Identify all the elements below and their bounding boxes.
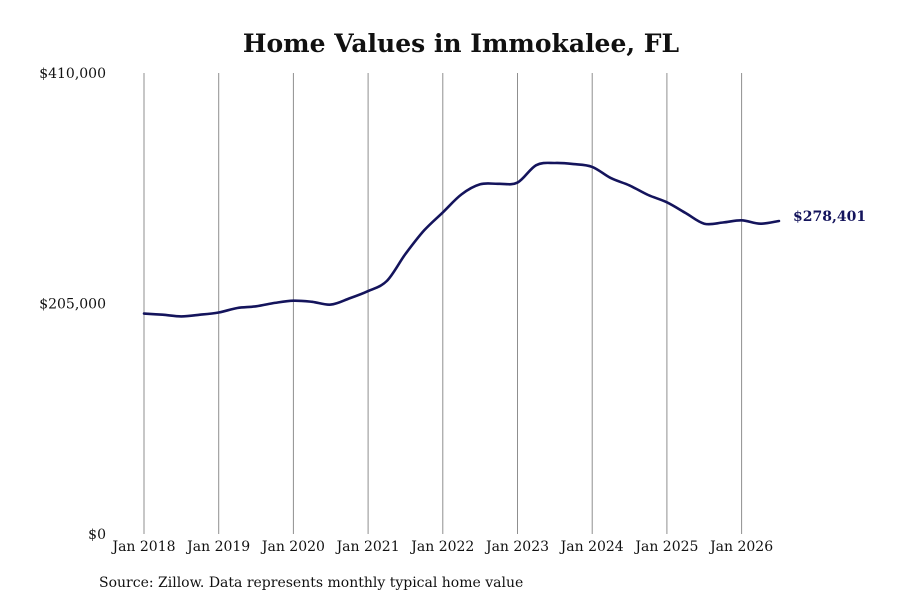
data-point	[255, 305, 257, 307]
data-point	[610, 177, 612, 179]
y-axis-ticks: $0 $205,000 $410,000	[39, 66, 106, 543]
data-point	[535, 164, 537, 166]
x-axis-ticks: Jan 2018 Jan 2019 Jan 2020 Jan 2021 Jan 2022…	[110, 539, 773, 555]
data-point	[404, 253, 406, 255]
data-point	[218, 311, 220, 313]
x-tick-label: Jan 2024	[559, 539, 624, 555]
data-point	[722, 221, 724, 223]
data-point	[180, 315, 182, 317]
data-point	[348, 297, 350, 299]
x-tick-label: Jan 2018	[110, 539, 175, 555]
data-point	[423, 229, 425, 231]
chart-title: Home Values in Immokalee, FL	[243, 29, 680, 58]
data-point	[647, 194, 649, 196]
data-point	[311, 301, 313, 303]
data-point	[199, 314, 201, 316]
data-point	[759, 223, 761, 225]
x-tick-label: Jan 2026	[708, 539, 773, 555]
y-tick-label: $205,000	[39, 297, 106, 313]
data-point	[554, 162, 556, 164]
data-point	[666, 201, 668, 203]
data-points	[143, 162, 780, 318]
data-point	[498, 183, 500, 185]
x-tick-label: Jan 2019	[185, 539, 250, 555]
data-point	[162, 314, 164, 316]
data-point	[572, 163, 574, 165]
x-tick-label: Jan 2021	[335, 539, 400, 555]
data-point	[143, 312, 145, 314]
data-point	[479, 183, 481, 185]
x-tick-label: Jan 2023	[484, 539, 549, 555]
data-point	[367, 290, 369, 292]
source-note: Source: Zillow. Data represents monthly …	[99, 575, 523, 591]
data-point	[274, 302, 276, 304]
end-value-label: $278,401	[793, 209, 866, 225]
data-point	[703, 223, 705, 225]
home-value-line	[142, 161, 781, 318]
x-tick-label: Jan 2020	[260, 539, 325, 555]
data-point	[330, 303, 332, 305]
data-point	[591, 166, 593, 168]
data-point	[778, 220, 780, 222]
data-point	[628, 184, 630, 186]
data-point	[442, 211, 444, 213]
data-point	[236, 307, 238, 309]
data-point	[740, 219, 742, 221]
data-point	[684, 212, 686, 214]
data-point	[386, 280, 388, 282]
vertical-gridlines	[143, 73, 743, 534]
x-tick-label: Jan 2022	[409, 539, 474, 555]
y-tick-label: $0	[88, 527, 106, 543]
y-tick-label: $410,000	[39, 66, 106, 82]
x-tick-label: Jan 2025	[633, 539, 698, 555]
data-point	[460, 193, 462, 195]
data-point	[292, 300, 294, 302]
data-point	[516, 181, 518, 183]
